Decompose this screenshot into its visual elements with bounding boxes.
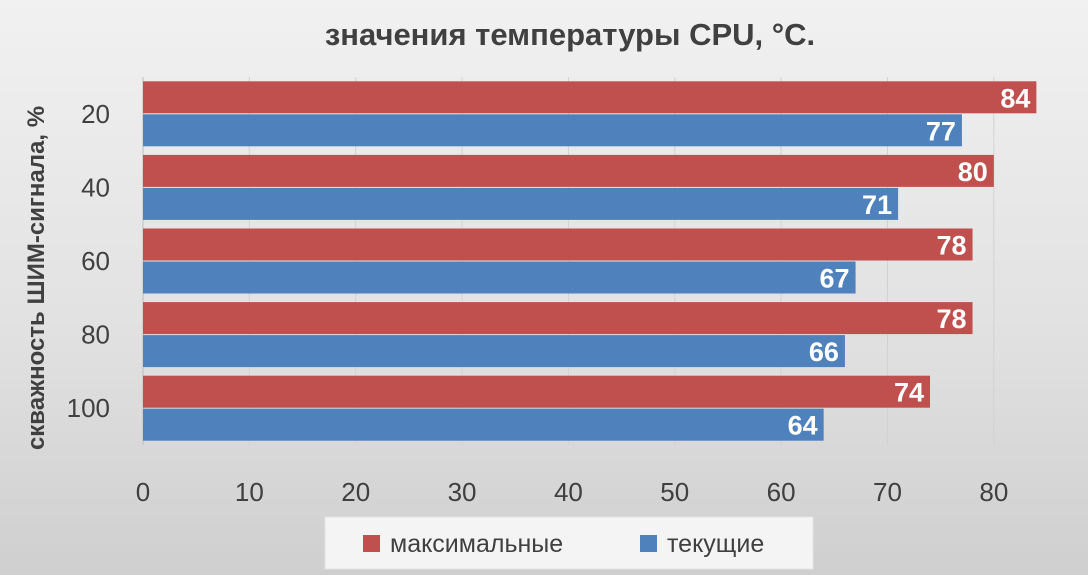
data-label: 77 (926, 116, 956, 146)
data-label: 78 (937, 304, 967, 334)
legend-label-current: текущие (667, 530, 764, 558)
x-tick-label: 20 (341, 477, 370, 507)
data-label: 71 (862, 190, 892, 220)
bar-max (143, 81, 1037, 114)
legend: максимальные текущие (324, 516, 814, 570)
y-tick-label: 60 (81, 246, 110, 276)
bar-current (143, 114, 962, 147)
bar-max (143, 302, 973, 335)
y-axis-label: скважность ШИМ-сигнала, % (23, 106, 50, 450)
data-label: 66 (809, 337, 839, 367)
data-label: 74 (894, 378, 924, 408)
data-label: 80 (958, 157, 988, 187)
bar-current (143, 261, 856, 294)
bars (143, 81, 1037, 441)
legend-swatch-max (363, 535, 380, 552)
legend-swatch-current (640, 535, 657, 552)
x-tick-label: 10 (235, 477, 264, 507)
y-tick-label: 80 (81, 320, 110, 350)
x-tick-label: 50 (660, 477, 689, 507)
bar-max (143, 154, 994, 187)
legend-label-max: максимальные (390, 530, 563, 558)
y-tick-label: 40 (81, 172, 110, 202)
bar-max (143, 228, 973, 261)
x-tick-label: 30 (448, 477, 477, 507)
x-tick-label: 80 (979, 477, 1008, 507)
data-label: 78 (937, 231, 967, 261)
chart-title: значения температуры CPU, °C. (325, 17, 815, 52)
bar-current (143, 335, 845, 368)
y-tick-labels: 20 40 60 80 100 (67, 99, 110, 423)
x-tick-label: 70 (873, 477, 902, 507)
x-tick-label: 60 (767, 477, 796, 507)
legend-box (324, 516, 814, 570)
x-tick-labels: 0 10 20 30 40 50 60 70 80 (136, 477, 1009, 507)
bar-current (143, 187, 899, 220)
y-tick-label: 20 (81, 99, 110, 129)
bar-current (143, 408, 824, 441)
x-tick-label: 40 (554, 477, 583, 507)
data-label: 64 (788, 411, 818, 441)
data-label: 84 (1000, 83, 1030, 113)
y-tick-label: 100 (67, 393, 110, 423)
bar-max (143, 375, 931, 408)
x-tick-label: 0 (136, 477, 150, 507)
data-label: 67 (820, 264, 850, 294)
